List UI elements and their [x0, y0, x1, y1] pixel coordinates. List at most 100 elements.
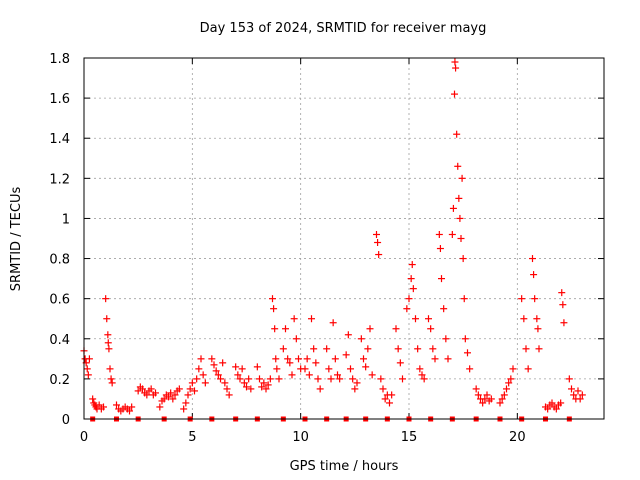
data-point	[560, 319, 568, 327]
data-point	[531, 295, 539, 303]
data-point	[288, 371, 296, 379]
data-point	[84, 371, 92, 379]
data-point	[557, 399, 565, 407]
data-point	[269, 295, 276, 303]
data-point	[95, 401, 103, 409]
data-point	[442, 335, 450, 343]
data-point	[336, 375, 344, 383]
data-point	[425, 315, 432, 323]
data-point	[524, 365, 532, 373]
tick-labels: 0 5 10 15 20 0 0.2 0.4 0.6 0.8 1 1.2 1.4 1.6 1.8	[49, 52, 525, 445]
data-point	[487, 395, 495, 403]
data-point	[83, 365, 91, 373]
data-point	[530, 271, 538, 279]
y-tick-label: 0.8	[49, 253, 70, 268]
data-point	[105, 345, 113, 353]
grid	[84, 58, 604, 419]
data-point	[498, 395, 506, 403]
data-point	[529, 255, 536, 263]
data-point	[534, 325, 542, 333]
data-point	[408, 261, 416, 269]
data-point	[273, 365, 281, 373]
data-point	[522, 345, 530, 353]
data-point	[431, 355, 439, 363]
data-point	[429, 345, 437, 353]
data-point	[496, 399, 504, 407]
data-point	[175, 385, 183, 393]
data-point	[438, 275, 445, 283]
data-point	[472, 385, 480, 393]
data-point	[169, 395, 177, 403]
data-point	[147, 385, 155, 393]
data-point	[375, 251, 383, 259]
data-point	[214, 371, 222, 379]
data-point	[295, 355, 302, 363]
data-point	[275, 375, 283, 383]
data-point	[368, 371, 376, 379]
data-point	[342, 351, 350, 359]
data-point	[353, 379, 361, 387]
data-point	[102, 295, 110, 303]
data-point	[451, 90, 458, 98]
data-point	[180, 405, 188, 413]
data-point	[474, 391, 482, 399]
data-point	[364, 345, 372, 353]
data-point	[374, 239, 382, 247]
x-axis-title: GPS time / hours	[290, 459, 399, 474]
data-point	[334, 371, 341, 379]
data-point	[460, 295, 468, 303]
data-point	[108, 379, 116, 387]
y-tick-label: 0.4	[49, 333, 70, 348]
data-point	[351, 385, 359, 393]
data-point	[152, 389, 159, 397]
data-point	[286, 359, 294, 367]
data-point	[418, 371, 426, 379]
y-axis-title: SRMTID / TECUs	[9, 187, 24, 292]
data-point	[193, 375, 201, 383]
data-point	[103, 315, 111, 323]
chart-title: Day 153 of 2024, SRMTID for receiver may…	[200, 21, 487, 36]
data-point	[308, 315, 315, 323]
data-point	[282, 325, 289, 333]
data-point	[452, 64, 460, 72]
data-point	[247, 385, 255, 393]
data-point	[139, 385, 146, 393]
data-point	[509, 365, 517, 373]
data-point	[219, 359, 227, 367]
x-tick-label: 0	[80, 430, 88, 445]
data-point	[394, 345, 402, 353]
data-point	[403, 305, 411, 313]
data-point	[558, 289, 566, 297]
data-point	[458, 174, 466, 182]
data-point	[271, 325, 279, 333]
data-point	[106, 365, 114, 373]
x-tick-label: 5	[188, 430, 196, 445]
data-point	[466, 365, 474, 373]
data-point	[454, 162, 462, 170]
data-point	[331, 355, 339, 363]
y-tick-label: 1.2	[49, 172, 70, 187]
data-point	[314, 375, 322, 383]
data-point	[104, 339, 112, 347]
data-point	[392, 325, 400, 333]
data-point	[481, 395, 489, 403]
data-point	[344, 331, 352, 339]
data-points	[80, 58, 586, 422]
data-point	[507, 375, 515, 383]
data-point	[128, 403, 136, 411]
data-point	[451, 58, 459, 66]
data-point	[104, 331, 112, 339]
data-point	[212, 367, 220, 375]
data-point	[440, 305, 448, 313]
data-point	[568, 385, 575, 393]
data-point	[381, 395, 389, 403]
data-point	[329, 319, 337, 327]
data-point	[448, 230, 456, 238]
data-point	[427, 325, 435, 333]
data-point	[126, 407, 133, 415]
data-point	[360, 355, 367, 363]
data-point	[238, 365, 246, 373]
data-point	[444, 355, 452, 363]
data-point	[310, 345, 318, 353]
data-point	[160, 395, 168, 403]
